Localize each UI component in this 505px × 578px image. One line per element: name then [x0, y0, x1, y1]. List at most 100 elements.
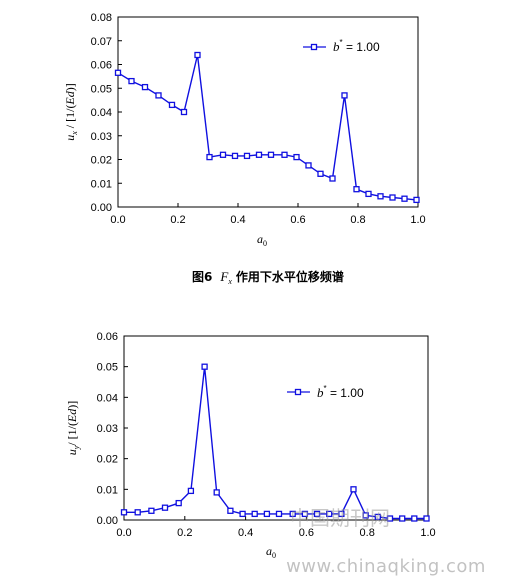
- data-point-marker: [377, 193, 384, 200]
- data-point-marker: [275, 510, 283, 518]
- data-point-marker: [353, 186, 360, 193]
- x-axis-label: a0: [266, 544, 276, 560]
- data-point-marker: [243, 152, 251, 160]
- data-point-marker: [365, 190, 372, 198]
- data-point-marker: [168, 101, 176, 109]
- data-point-marker: [350, 486, 357, 493]
- data-point-marker: [134, 509, 141, 516]
- legend-label: b* = 1.00: [317, 384, 364, 400]
- data-point-marker: [341, 92, 348, 99]
- y-tick-label: 0.05: [97, 362, 118, 374]
- data-point-marker: [301, 510, 309, 518]
- y-tick-label: 0.05: [91, 83, 112, 95]
- data-point-marker: [239, 510, 246, 518]
- figure-caption: 图6 Fx 作用下水平位移频谱: [192, 269, 344, 286]
- data-point-marker: [413, 196, 420, 204]
- data-point-marker: [389, 194, 396, 201]
- data-point-marker: [161, 504, 169, 511]
- y-tick-label: 0.00: [97, 515, 118, 527]
- data-point-marker: [180, 108, 188, 116]
- x-tick-label: 0.6: [299, 527, 314, 539]
- data-point-marker: [175, 499, 182, 507]
- y-axis-label: uy/ [1/(Ed)]: [65, 401, 81, 456]
- data-point-marker: [317, 170, 324, 177]
- data-point-marker: [255, 151, 263, 158]
- y-tick-label: 0.08: [91, 12, 112, 24]
- y-axis-label: ux / [1/(Ed)]: [63, 83, 79, 141]
- x-tick-label: 0.8: [360, 527, 375, 539]
- x-tick-label: 0.8: [350, 214, 365, 226]
- watermark-url: www.chinaqking.com: [286, 556, 486, 577]
- data-point-marker: [141, 83, 149, 91]
- y-tick-label: 0.04: [97, 392, 118, 404]
- x-tick-label: 1.0: [420, 527, 435, 539]
- y-tick-label: 0.03: [91, 131, 112, 143]
- data-point-marker: [251, 510, 258, 518]
- data-point-marker: [329, 175, 336, 182]
- data-point-marker: [411, 515, 418, 522]
- chart-uy: 0.00 0.01 0.02 0.03 0.04 0.05 0.06 0.0 0.2 0.4 0.6…: [65, 331, 436, 560]
- x-tick-label: 0.4: [230, 214, 245, 226]
- legend: b* = 1.00: [287, 384, 364, 400]
- plot-area-frame: [123, 335, 429, 521]
- x-tick-label: 1.0: [410, 214, 425, 226]
- data-point-marker: [201, 363, 208, 370]
- data-point-marker: [206, 153, 213, 161]
- axis-ticks: 0.00 0.01 0.02 0.03 0.04 0.05 0.06 0.07 0.08 0.0 0…: [91, 12, 426, 226]
- data-point-marker: [187, 487, 195, 495]
- legend: b* = 1.00: [303, 38, 380, 54]
- data-point-marker: [401, 195, 408, 202]
- data-point-marker: [281, 151, 288, 158]
- data-point-marker: [219, 151, 227, 158]
- data-point-marker: [362, 512, 369, 519]
- legend-marker: [294, 388, 302, 396]
- data-point-marker: [213, 489, 220, 496]
- watermark-cn: 中国期刊网: [290, 506, 390, 530]
- data-point-marker: [399, 515, 406, 522]
- data-point-marker: [231, 152, 239, 160]
- x-tick-label: 0.2: [177, 527, 192, 539]
- series-polyline: [117, 54, 417, 201]
- x-tick-label: 0.6: [290, 214, 305, 226]
- y-tick-label: 0.07: [91, 36, 112, 48]
- data-point-marker: [326, 510, 333, 518]
- data-point-marker: [338, 510, 345, 518]
- data-point-marker: [423, 515, 430, 522]
- data-point-marker: [289, 510, 296, 518]
- y-tick-label: 0.01: [97, 484, 118, 496]
- y-tick-label: 0.06: [91, 60, 112, 72]
- axis-ticks: 0.00 0.01 0.02 0.03 0.04 0.05 0.06 0.0 0.2 0.4 0.6…: [97, 331, 436, 539]
- y-tick-label: 0.00: [91, 202, 112, 214]
- y-tick-label: 0.02: [97, 454, 118, 466]
- svg-text:a0: a0: [266, 544, 276, 560]
- y-tick-label: 0.02: [91, 155, 112, 167]
- data-point-marker: [114, 69, 122, 76]
- y-tick-label: 0.03: [97, 423, 118, 435]
- data-point-marker: [227, 507, 234, 514]
- x-tick-label: 0.2: [170, 214, 185, 226]
- data-point-marker: [305, 162, 312, 169]
- legend-label: b* = 1.00: [333, 38, 380, 54]
- watermark: 中国期刊网 www.chinaqking.com: [286, 506, 486, 577]
- y-tick-label: 0.01: [91, 178, 112, 190]
- chart-ux: 0.00 0.01 0.02 0.03 0.04 0.05 0.06 0.07 0.08 0.0 0…: [63, 12, 426, 248]
- x-tick-label: 0.4: [238, 527, 253, 539]
- series-line: [120, 363, 430, 522]
- svg-text:a0: a0: [257, 232, 267, 248]
- svg-text:ux / [1/(Ed)]: ux / [1/(Ed)]: [63, 83, 79, 141]
- data-point-marker: [293, 153, 300, 161]
- data-point-marker: [263, 510, 271, 518]
- x-axis-label: a0: [257, 232, 267, 248]
- series-line: [114, 51, 420, 204]
- series-polyline: [124, 366, 427, 520]
- svg-text:uy/ [1/(Ed)]: uy/ [1/(Ed)]: [65, 401, 81, 456]
- data-point-marker: [267, 151, 275, 158]
- data-point-marker: [386, 515, 394, 522]
- data-point-marker: [128, 77, 135, 85]
- data-point-marker: [374, 513, 381, 521]
- data-point-marker: [313, 510, 321, 518]
- x-tick-label: 0.0: [110, 214, 125, 226]
